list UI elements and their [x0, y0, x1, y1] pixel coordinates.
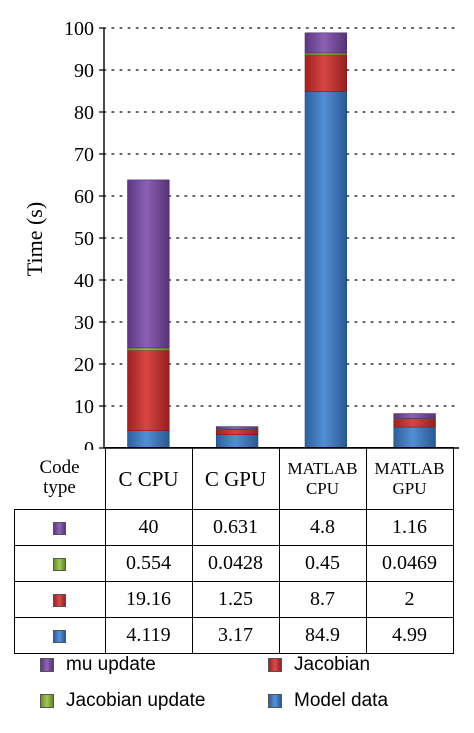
y-tick-label: 40: [74, 270, 94, 292]
bar-segment: [127, 349, 170, 432]
table-cell: 4.119: [104, 617, 193, 654]
legend-item: Jacobian update: [40, 690, 205, 712]
table-row: 19.16 1.25 8.7 2: [14, 581, 454, 618]
table-cell: 0.554: [104, 545, 193, 582]
data-table: Code type C CPU C GPU MATLAB CPU MATLAB GPU 40 0…: [14, 447, 454, 654]
table-cell: 84.9: [278, 617, 367, 654]
bar-segment: [127, 179, 170, 349]
table-column-header: C CPU: [104, 447, 193, 510]
y-tick-label: 10: [74, 396, 94, 418]
legend-label: mu update: [66, 654, 156, 675]
table-body: 40 0.631 4.8 1.16 0.554 0.0428 0.45 0.0469 19.16…: [14, 509, 454, 654]
y-axis-label: Time (s): [22, 202, 47, 276]
table-cell: 1.16: [365, 509, 454, 546]
y-tick-label: 70: [74, 144, 94, 166]
bar-stack: [393, 413, 436, 449]
stacked-bar-chart: Time (s) 0 10 20 30 40 50 60 70 80 90 100: [22, 18, 460, 450]
bar-segment: [393, 418, 436, 428]
legend-item: Jacobian: [268, 654, 370, 676]
bar-stacks: [127, 32, 436, 449]
table-row-swatch-cell: [14, 617, 106, 654]
table-cell: 19.16: [104, 581, 193, 618]
legend-swatch-icon: [40, 694, 54, 708]
bar-stack: [215, 426, 259, 449]
table-cell: 1.25: [191, 581, 280, 618]
bar-segment: [304, 91, 348, 449]
bar-segment: [215, 426, 259, 430]
y-axis-ticks: 0 10 20 30 40 50 60 70 80 90 100: [64, 18, 104, 450]
y-tick-label: 100: [64, 18, 94, 40]
table-cell: 0.631: [191, 509, 280, 546]
table-row: 0.554 0.0428 0.45 0.0469: [14, 545, 454, 582]
series-swatch-icon: [53, 521, 67, 535]
legend-swatch-icon: [268, 658, 282, 672]
table-cell: 40: [104, 509, 193, 546]
grid-lines: [103, 27, 460, 407]
table-column-header: MATLAB CPU: [278, 447, 367, 510]
series-swatch-icon: [53, 593, 67, 607]
table-header-label: Code type: [14, 447, 106, 510]
legend-swatch-icon: [40, 658, 54, 672]
legend-label: Jacobian: [294, 654, 371, 675]
y-tick-label: 20: [74, 354, 94, 376]
table-row: 40 0.631 4.8 1.16: [14, 509, 454, 546]
y-tick-label: 90: [74, 60, 94, 82]
legend-item: Model data: [268, 690, 388, 712]
bar-segment: [304, 32, 348, 54]
legend-swatch-icon: [268, 694, 282, 708]
y-tick-label: 80: [74, 102, 94, 124]
table-row-swatch-cell: [14, 545, 106, 582]
y-tick-label: 50: [74, 228, 94, 250]
bar-segment: [215, 429, 259, 435]
y-tick-label: 60: [74, 186, 94, 208]
bar-segment: [393, 426, 436, 449]
table-cell: 8.7: [278, 581, 367, 618]
legend: mu update Jacobian Jacobian update Model da…: [40, 654, 460, 726]
bar-segment: [393, 413, 436, 419]
bar-segment: [127, 347, 170, 351]
table-row-swatch-cell: [14, 581, 106, 618]
table-row: 4.119 3.17 84.9 4.99: [14, 617, 454, 654]
legend-label: Jacobian update: [66, 690, 206, 711]
legend-item: mu update: [40, 654, 156, 676]
series-swatch-icon: [53, 557, 67, 571]
bar-stack: [127, 179, 170, 449]
table-header-row: Code type C CPU C GPU MATLAB CPU MATLAB GPU: [14, 447, 454, 510]
table-cell: 0.45: [278, 545, 367, 582]
y-tick-label: 0: [84, 438, 94, 450]
table-cell: 3.17: [191, 617, 280, 654]
bar-segment: [304, 54, 348, 92]
series-swatch-icon: [53, 629, 67, 643]
table-cell: 0.0469: [365, 545, 454, 582]
bar-segment: [127, 430, 170, 449]
table-cell: 0.0428: [191, 545, 280, 582]
legend-label: Model data: [294, 690, 389, 711]
table-row-swatch-cell: [14, 509, 106, 546]
bar-stack: [304, 32, 348, 449]
table-column-header: MATLAB GPU: [365, 447, 454, 510]
table-cell: 4.8: [278, 509, 367, 546]
y-tick-label: 30: [74, 312, 94, 334]
table-cell: 2: [365, 581, 454, 618]
bar-segment: [215, 434, 259, 449]
table-cell: 4.99: [365, 617, 454, 654]
table-column-header: C GPU: [191, 447, 280, 510]
